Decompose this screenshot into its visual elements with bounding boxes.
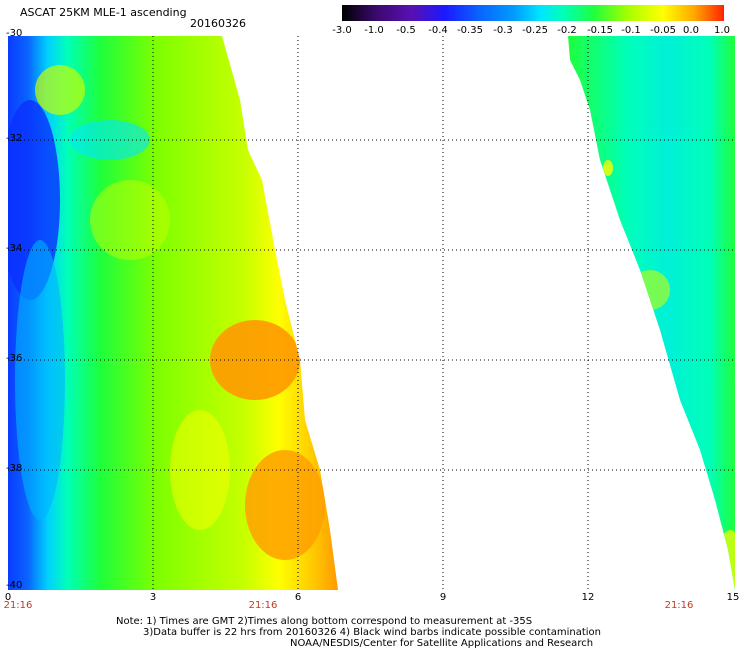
colorbar-label: -0.5 bbox=[396, 25, 416, 36]
colorbar-label: -0.05 bbox=[650, 25, 676, 36]
colorbar-label: -0.1 bbox=[621, 25, 641, 36]
y-tick-label: -38 bbox=[6, 463, 23, 474]
colorbar-label: -0.2 bbox=[557, 25, 577, 36]
x-tick-label: 3 bbox=[149, 592, 157, 603]
colorbar-label: -0.35 bbox=[457, 25, 483, 36]
y-tick-label: -30 bbox=[6, 28, 23, 39]
colorbar-label: -0.25 bbox=[522, 25, 548, 36]
y-tick-label: -32 bbox=[6, 133, 23, 144]
x-tick-label: 12 bbox=[581, 592, 595, 603]
grid-lines bbox=[8, 36, 735, 590]
colorbar-label: -0.15 bbox=[587, 25, 613, 36]
map-title: ASCAT 25KM MLE-1 ascending bbox=[20, 6, 187, 19]
x-tick-label: 6 bbox=[294, 592, 302, 603]
left-swath bbox=[8, 36, 338, 590]
colorbar-label: -0.4 bbox=[428, 25, 448, 36]
colorbar-label: -0.3 bbox=[493, 25, 513, 36]
note-line-3: NOAA/NESDIS/Center for Satellite Applica… bbox=[290, 638, 594, 649]
y-tick-label: -34 bbox=[6, 243, 23, 254]
time-label: 21:16 bbox=[664, 600, 694, 611]
right-swath bbox=[568, 36, 735, 590]
x-tick-label: 15 bbox=[726, 592, 740, 603]
colorbar-label: -1.0 bbox=[364, 25, 384, 36]
time-label: 21:16 bbox=[248, 600, 278, 611]
y-tick-label: -40 bbox=[6, 580, 23, 591]
note-line-1: Note: 1) Times are GMT 2)Times along bot… bbox=[116, 616, 533, 627]
note-line-2: 3)Data buffer is 22 hrs from 20160326 4)… bbox=[143, 627, 601, 638]
map-date: 20160326 bbox=[190, 17, 246, 30]
x-tick-label: 0 bbox=[4, 592, 12, 603]
colorbar-label: 1.0 bbox=[714, 25, 730, 36]
colorbar bbox=[342, 5, 724, 21]
colorbar-label: 0.0 bbox=[683, 25, 699, 36]
y-tick-label: -36 bbox=[6, 353, 23, 364]
time-label: 21:16 bbox=[3, 600, 33, 611]
x-tick-label: 9 bbox=[439, 592, 447, 603]
colorbar-label: -3.0 bbox=[332, 25, 352, 36]
